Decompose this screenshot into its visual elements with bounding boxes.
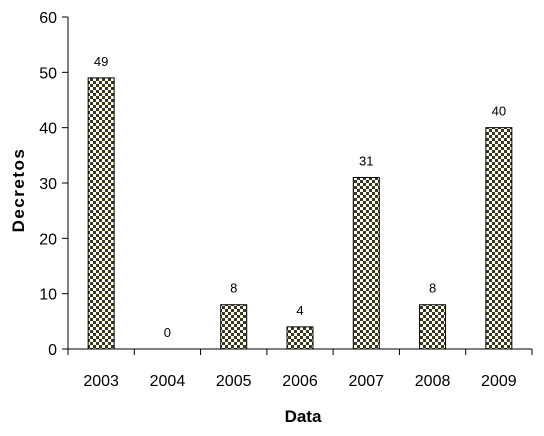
data-label-2008: 8 [429,281,436,296]
x-tick-label: 2008 [415,373,451,390]
x-tick-label: 2009 [481,373,517,390]
x-tick-label: 2007 [348,373,384,390]
y-tick-label: 10 [39,287,57,304]
data-label-2004: 0 [164,325,171,340]
y-tick-label: 60 [39,10,57,27]
y-tick-label: 40 [39,121,57,138]
data-label-2007: 31 [359,153,373,168]
x-tick-label: 2003 [83,373,119,390]
data-label-2003: 49 [94,54,108,69]
y-tick-label: 30 [39,176,57,193]
bar-2003 [87,77,115,350]
bar-2006 [286,326,314,350]
bar-2009 [485,127,513,350]
axes-group [67,17,532,350]
bars-group [87,77,513,350]
x-tick-label: 2004 [150,373,186,390]
x-axis-title: Data [285,407,322,426]
y-ticks-group: 0 10 20 30 40 50 60 [39,10,68,359]
y-tick-label: 0 [48,342,57,359]
data-label-2005: 8 [230,281,237,296]
data-labels-group: 49 0 8 4 31 8 40 [94,54,506,340]
data-label-2009: 40 [492,104,506,119]
y-tick-label: 50 [39,65,57,82]
bar-2007 [352,176,380,350]
x-tick-label: 2005 [216,373,252,390]
y-tick-label: 20 [39,231,57,248]
x-tick-label: 2006 [282,373,318,390]
bar-2008 [419,304,447,350]
data-label-2006: 4 [296,303,303,318]
x-ticks-group: 2003 2004 2005 2006 2007 2008 2009 [67,349,533,390]
y-axis-title: Decretos [9,148,28,233]
bar-2005 [220,304,248,350]
